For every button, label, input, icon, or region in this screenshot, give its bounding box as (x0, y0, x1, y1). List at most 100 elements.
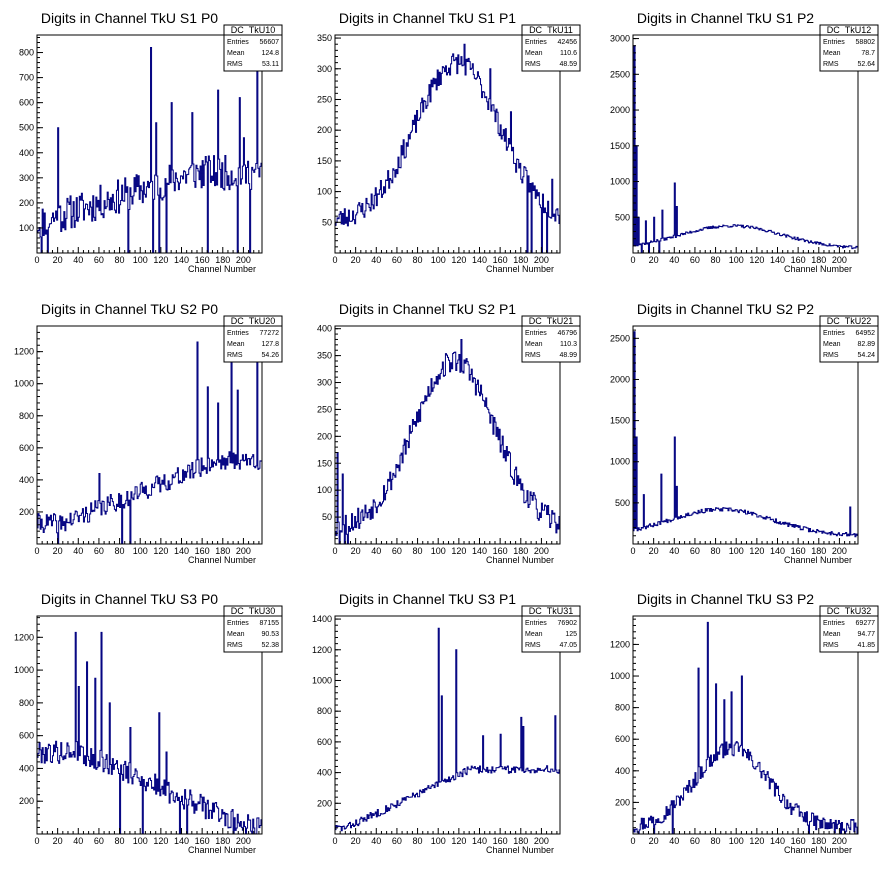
x-tick-label: 20 (351, 546, 361, 556)
y-tick-label: 1200 (312, 645, 332, 655)
x-axis-label: Channel Number (784, 555, 852, 565)
plot-frame (334, 325, 561, 545)
y-tick-label: 1200 (14, 632, 34, 642)
chart-title: Digits in Channel TkU S2 P2 (637, 301, 814, 317)
x-tick-label: 40 (669, 546, 679, 556)
y-tick-label: 50 (322, 512, 332, 522)
plot-frame (36, 615, 263, 835)
x-tick-label: 120 (153, 255, 168, 265)
y-tick-label: 1000 (312, 675, 332, 685)
stats-label: Entries (823, 620, 845, 627)
histogram-panel: Digits in Channel TkU S3 P2 0 20 40 60 80 100 1… (610, 591, 879, 855)
y-tick-label: 300 (19, 173, 34, 183)
x-tick-label: 180 (513, 546, 528, 556)
y-tick-label: 1200 (610, 639, 630, 649)
stats-box-frame (521, 315, 581, 363)
stats-label: RMS (227, 61, 243, 68)
x-tick-label: 140 (770, 836, 785, 846)
stats-box-name: DC_TkU30 (231, 606, 276, 616)
y-tick-label: 600 (19, 731, 34, 741)
stats-label: Mean (525, 631, 543, 638)
x-tick-label: 60 (392, 836, 402, 846)
x-tick-label: 200 (534, 255, 549, 265)
y-tick-label: 1000 (610, 671, 630, 681)
y-tick-label: 1000 (610, 457, 630, 467)
chart-title: Digits in Channel TkU S2 P1 (339, 301, 516, 317)
x-tick-label: 200 (236, 546, 251, 556)
y-tick-label: 1000 (14, 379, 34, 389)
y-tick-label: 600 (317, 737, 332, 747)
x-axis-label: Channel Number (486, 264, 554, 274)
histogram-series (334, 338, 561, 545)
x-tick-label: 160 (493, 255, 508, 265)
y-tick-label: 200 (19, 198, 34, 208)
stats-box: DC_TkU20 Entries 77272 Mean 127.8 RMS 54.26 (223, 315, 283, 363)
chart-title: Digits in Channel TkU S1 P1 (339, 10, 516, 26)
chart-title: Digits in Channel TkU S2 P0 (41, 301, 218, 317)
x-tick-label: 60 (690, 255, 700, 265)
x-tick-label: 0 (630, 255, 635, 265)
x-tick-label: 0 (34, 546, 39, 556)
histogram-panel: Digits in Channel TkU S1 P2 0 20 40 60 80 100 1… (610, 10, 879, 274)
x-tick-label: 40 (73, 546, 83, 556)
stats-label: Entries (525, 330, 547, 337)
stats-value: 54.26 (261, 352, 279, 359)
stats-box-name: DC_TkU22 (827, 316, 872, 326)
x-tick-label: 0 (630, 836, 635, 846)
x-tick-label: 0 (332, 836, 337, 846)
stats-label: Entries (823, 330, 845, 337)
x-tick-label: 160 (791, 546, 806, 556)
plot-frame (334, 34, 561, 254)
stats-label: Mean (823, 50, 841, 57)
x-axis-label: Channel Number (784, 845, 852, 855)
histogram-series (334, 627, 561, 834)
y-tick-label: 500 (615, 212, 630, 222)
stats-value: 82.89 (857, 341, 875, 348)
stats-box: DC_TkU21 Entries 46796 Mean 110.3 RMS 48.99 (521, 315, 581, 363)
stats-value: 110.3 (560, 341, 577, 348)
y-tick-label: 600 (615, 734, 630, 744)
stats-label: Mean (227, 50, 245, 57)
x-tick-label: 180 (811, 546, 826, 556)
y-tick-label: 1500 (610, 416, 630, 426)
y-tick-label: 400 (317, 324, 332, 334)
stats-box: DC_TkU30 Entries 87155 Mean 90.53 RMS 52.38 (223, 605, 283, 653)
y-tick-label: 100 (317, 187, 332, 197)
x-tick-label: 0 (332, 546, 337, 556)
stats-box-frame (223, 24, 283, 72)
histogram-panel: Digits in Channel TkU S2 P2 0 20 40 60 80 100 1… (610, 301, 879, 565)
x-tick-label: 160 (493, 836, 508, 846)
stats-label: Entries (227, 39, 249, 46)
x-tick-label: 160 (791, 836, 806, 846)
stats-label: RMS (227, 352, 243, 359)
x-tick-label: 180 (513, 255, 528, 265)
y-tick-label: 600 (19, 98, 34, 108)
x-tick-label: 100 (431, 836, 446, 846)
y-tick-label: 100 (19, 223, 34, 233)
stats-label: RMS (823, 642, 839, 649)
x-tick-label: 100 (133, 546, 148, 556)
y-tick-label: 400 (317, 768, 332, 778)
y-tick-label: 1000 (610, 177, 630, 187)
x-tick-label: 180 (811, 255, 826, 265)
x-tick-label: 200 (534, 836, 549, 846)
stats-value: 42456 (558, 39, 578, 46)
stats-value: 56607 (260, 39, 280, 46)
x-tick-label: 100 (431, 546, 446, 556)
stats-label: Mean (525, 50, 543, 57)
y-tick-label: 200 (615, 797, 630, 807)
stats-value: 52.64 (857, 61, 875, 68)
y-tick-label: 800 (615, 703, 630, 713)
y-tick-label: 50 (322, 217, 332, 227)
plot-frame (36, 34, 263, 254)
y-tick-label: 3000 (610, 34, 630, 44)
x-tick-label: 0 (34, 836, 39, 846)
x-tick-label: 20 (351, 836, 361, 846)
x-axis-label: Channel Number (188, 555, 256, 565)
stats-value: 94.77 (857, 631, 875, 638)
stats-label: Entries (525, 39, 547, 46)
stats-value: 110.6 (560, 50, 577, 57)
stats-value: 46796 (558, 330, 578, 337)
x-tick-label: 80 (115, 836, 125, 846)
stats-value: 90.53 (261, 631, 279, 638)
